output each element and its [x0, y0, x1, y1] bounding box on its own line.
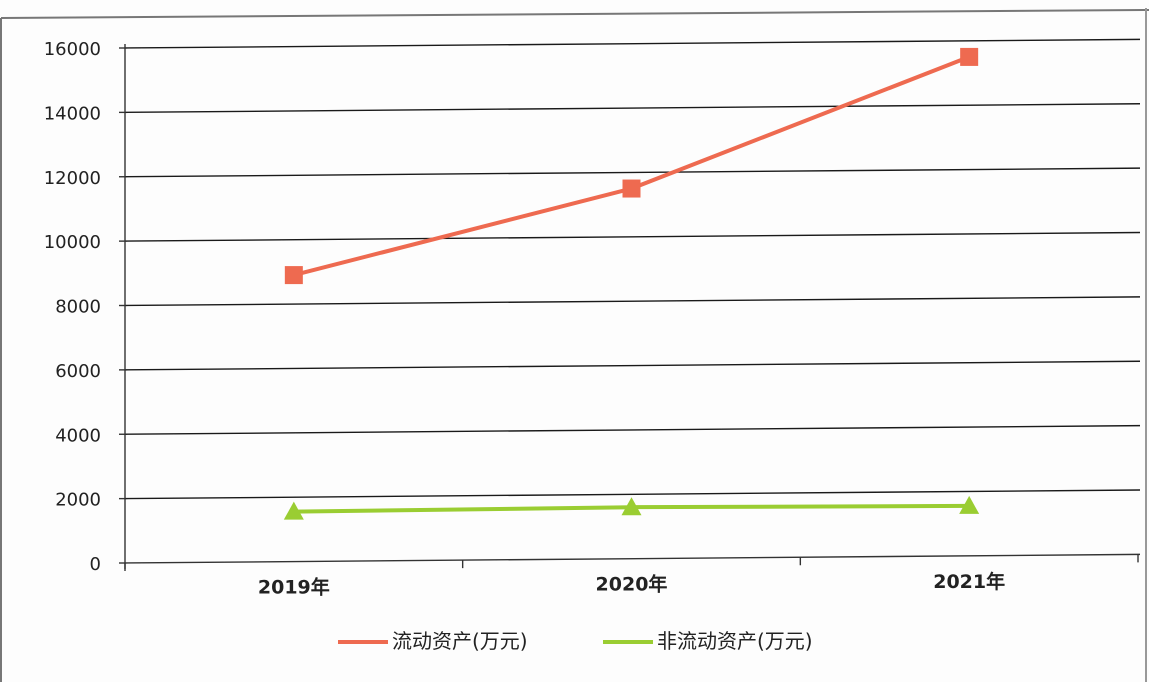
gridline [124, 489, 1141, 500]
y-tick-label: 14000 [44, 103, 101, 124]
series-0-marker [960, 47, 979, 66]
legend-label-1: 非流动资产(万元) [657, 629, 813, 653]
series [283, 47, 980, 520]
x-tick-label: 2020年 [596, 573, 668, 596]
grid-lines [124, 38, 1141, 500]
gridline [124, 360, 1141, 371]
y-tick-label: 6000 [55, 361, 101, 382]
y-tick-label: 10000 [44, 232, 101, 253]
series-0-marker [622, 179, 641, 198]
frame-top-border [0, 9, 1149, 19]
gridline [124, 231, 1141, 242]
y-tick-label: 12000 [44, 168, 101, 189]
x-tick-labels: 2019年 2020年 2021年 [258, 570, 1005, 599]
y-tick-label: 2000 [55, 490, 101, 511]
gridline [124, 38, 1141, 49]
series-1-marker [959, 495, 980, 514]
y-tick-label: 8000 [55, 297, 101, 318]
series-1-marker [621, 497, 642, 516]
series-1-marker [283, 501, 304, 520]
legend-label-0: 流动资产(万元) [392, 629, 528, 653]
gridline [124, 103, 1141, 114]
gridline [124, 167, 1141, 178]
gridline [124, 296, 1141, 307]
series-0-marker [284, 266, 303, 285]
y-tick-label: 0 [90, 554, 101, 575]
legend: 流动资产(万元) 非流动资产(万元) [338, 629, 813, 653]
x-tick-label: 2019年 [258, 576, 330, 599]
gridline [124, 424, 1141, 435]
x-tick-label: 2021年 [933, 570, 1005, 593]
y-tick-label: 16000 [44, 39, 101, 60]
y-tick-labels: 0 2000 4000 6000 8000 10000 12000 14000 16000 [44, 39, 101, 575]
axes [119, 44, 1141, 571]
y-tick-label: 4000 [55, 425, 101, 446]
x-axis-line [124, 553, 1141, 564]
